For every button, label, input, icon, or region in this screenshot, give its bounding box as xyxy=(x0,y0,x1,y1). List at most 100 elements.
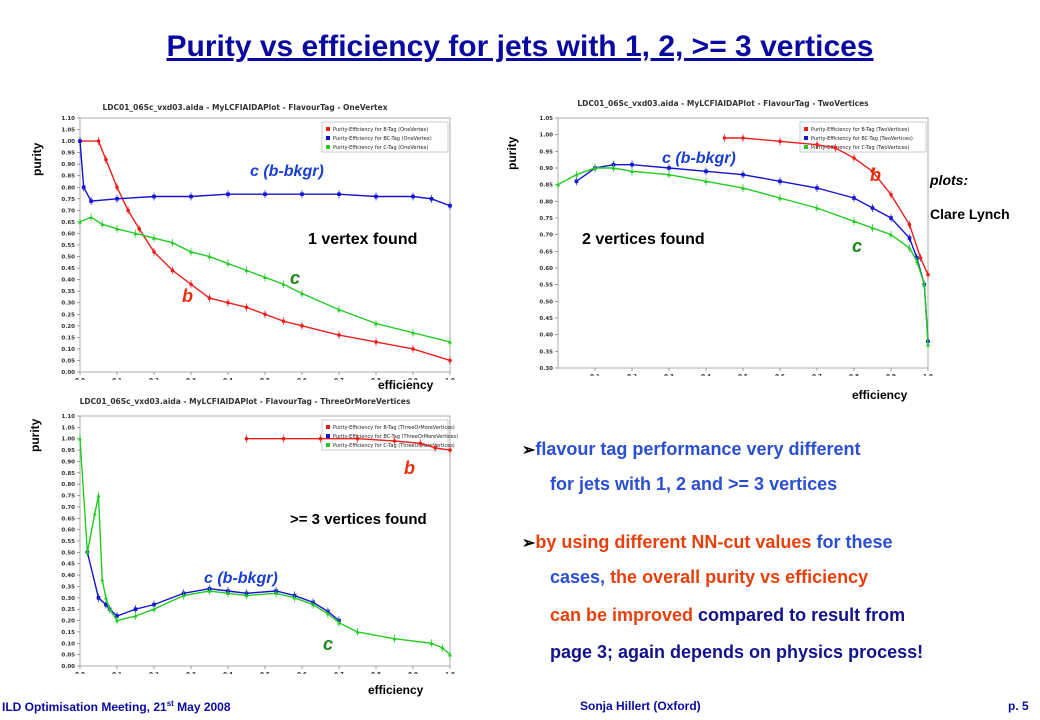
y-tick-label: 0.65 xyxy=(61,516,75,522)
y-tick-label: 0.95 xyxy=(539,149,553,155)
data-point xyxy=(778,196,782,200)
bullet-text: cases, xyxy=(550,567,611,587)
chart-title: LDC01_06Sc_vxd03.aida - MyLCFIAIDAPlot -… xyxy=(80,397,411,406)
bullet-line: page 3; again depends on physics process… xyxy=(550,635,923,670)
data-point xyxy=(85,550,90,555)
legend-swatch xyxy=(326,434,330,438)
y-tick-label: 0.55 xyxy=(61,539,75,545)
data-point xyxy=(448,339,452,344)
plot-frame xyxy=(79,117,451,373)
data-point xyxy=(96,493,101,498)
annot-3-b: b xyxy=(404,458,415,478)
x-tick-label: 0.3 xyxy=(186,672,196,674)
bullet-text: for these xyxy=(811,532,893,552)
x-tick-label: 0.9 xyxy=(408,378,418,380)
data-point xyxy=(311,602,316,607)
plot-frame xyxy=(79,415,451,667)
data-point xyxy=(263,275,267,280)
data-point xyxy=(89,215,94,219)
data-point xyxy=(448,203,452,208)
data-point xyxy=(104,157,108,162)
legend-entry: Purity-Efficiency for BC-Tag (OneVertex) xyxy=(333,136,432,142)
x-tick-label: 0.9 xyxy=(408,672,418,674)
bullet-text: the overall purity vs efficiency xyxy=(610,567,869,587)
y-tick-label: 0.55 xyxy=(61,243,75,249)
x-tick-label: 0.0 xyxy=(75,672,85,674)
y-tick-label: 0.35 xyxy=(539,349,553,355)
data-point xyxy=(274,591,279,595)
annot-1-bc: c (b-bkgr) xyxy=(250,163,324,180)
y-tick-label: 0.75 xyxy=(61,197,75,203)
y-tick-label: 0.55 xyxy=(539,283,553,289)
y-tick-label: 0.90 xyxy=(61,459,75,465)
chart-one-vertex: LDC01_06Sc_vxd03.aida - MyLCFIAIDAPlot -… xyxy=(61,103,455,380)
bullet-arrow-icon: ➢ xyxy=(522,442,536,459)
x-tick-label: 0.7 xyxy=(334,378,344,380)
data-point xyxy=(226,300,230,305)
data-point xyxy=(704,179,708,184)
bullet-text: compared to result from xyxy=(693,605,906,625)
slide-title: Purity vs efficiency for jets with 1, 2,… xyxy=(166,30,874,63)
legend-swatch xyxy=(326,127,330,131)
y-tick-label: 0.90 xyxy=(61,162,75,168)
y-tick-label: 0.80 xyxy=(61,482,75,488)
footer-page: p. 5 xyxy=(1008,699,1029,713)
x-tick-label: 0.5 xyxy=(260,672,270,674)
data-point xyxy=(300,291,304,296)
y-tick-label: 0.05 xyxy=(61,358,75,364)
data-point xyxy=(281,319,286,323)
annot-3-bc: c (b-bkgr) xyxy=(204,570,278,587)
x-tick-label: 0.4 xyxy=(701,374,711,376)
annot-1-found: 1 vertex found xyxy=(308,231,418,248)
x-tick-label: 0.1 xyxy=(590,374,600,376)
data-point xyxy=(92,511,97,516)
legend-entry: Purity-Efficiency for C-Tag (TwoVertices… xyxy=(811,145,909,151)
y-tick-label: 0.40 xyxy=(61,573,75,579)
x-tick-label: 0.4 xyxy=(223,378,233,380)
data-point xyxy=(448,448,452,452)
y-tick-label: 0.50 xyxy=(61,255,75,261)
data-point xyxy=(741,136,745,140)
data-point xyxy=(704,169,708,174)
y-tick-label: 0.85 xyxy=(61,174,75,180)
y-tick-label: 0.05 xyxy=(61,653,75,659)
y-tick-label: 0.70 xyxy=(61,208,75,214)
data-point xyxy=(152,602,156,607)
data-point xyxy=(630,169,634,174)
chart-two-vertices: LDC01_06Sc_vxd03.aida - MyLCFIAIDAPlot -… xyxy=(539,99,933,376)
data-point xyxy=(103,595,108,600)
series-line-bc xyxy=(576,163,929,342)
data-point xyxy=(292,595,297,600)
data-point xyxy=(870,169,875,174)
x-tick-label: 0.7 xyxy=(812,374,822,376)
y-tick-label: 0.25 xyxy=(61,607,75,613)
data-point xyxy=(833,146,838,150)
y-tick-label: 0.30 xyxy=(539,366,553,372)
data-point xyxy=(207,296,212,300)
data-point xyxy=(133,231,138,236)
x-tick-label: 0.2 xyxy=(149,378,159,380)
y-tick-label: 0.15 xyxy=(61,335,75,341)
data-point xyxy=(100,577,105,582)
legend-entry: Purity-Efficiency for BC-Tag (ThreeOrMor… xyxy=(333,434,458,440)
data-point xyxy=(889,192,893,197)
x-tick-label: 0.6 xyxy=(297,672,307,674)
data-point xyxy=(852,219,856,224)
data-point xyxy=(778,139,782,144)
data-point xyxy=(907,246,912,250)
data-point xyxy=(440,645,445,650)
y-tick-label: 0.00 xyxy=(61,664,75,670)
data-point xyxy=(325,611,330,616)
data-point xyxy=(337,620,341,625)
x-tick-label: 0.8 xyxy=(371,672,381,674)
legend-swatch xyxy=(326,443,330,447)
data-point xyxy=(433,446,438,450)
bullet-text: flavour tag performance very different xyxy=(535,439,861,459)
data-point xyxy=(152,607,156,611)
data-point xyxy=(78,219,82,224)
data-point xyxy=(207,254,212,259)
data-point xyxy=(574,172,579,177)
y-tick-label: 1.00 xyxy=(61,139,75,145)
data-point xyxy=(189,249,193,254)
data-point xyxy=(152,194,156,199)
